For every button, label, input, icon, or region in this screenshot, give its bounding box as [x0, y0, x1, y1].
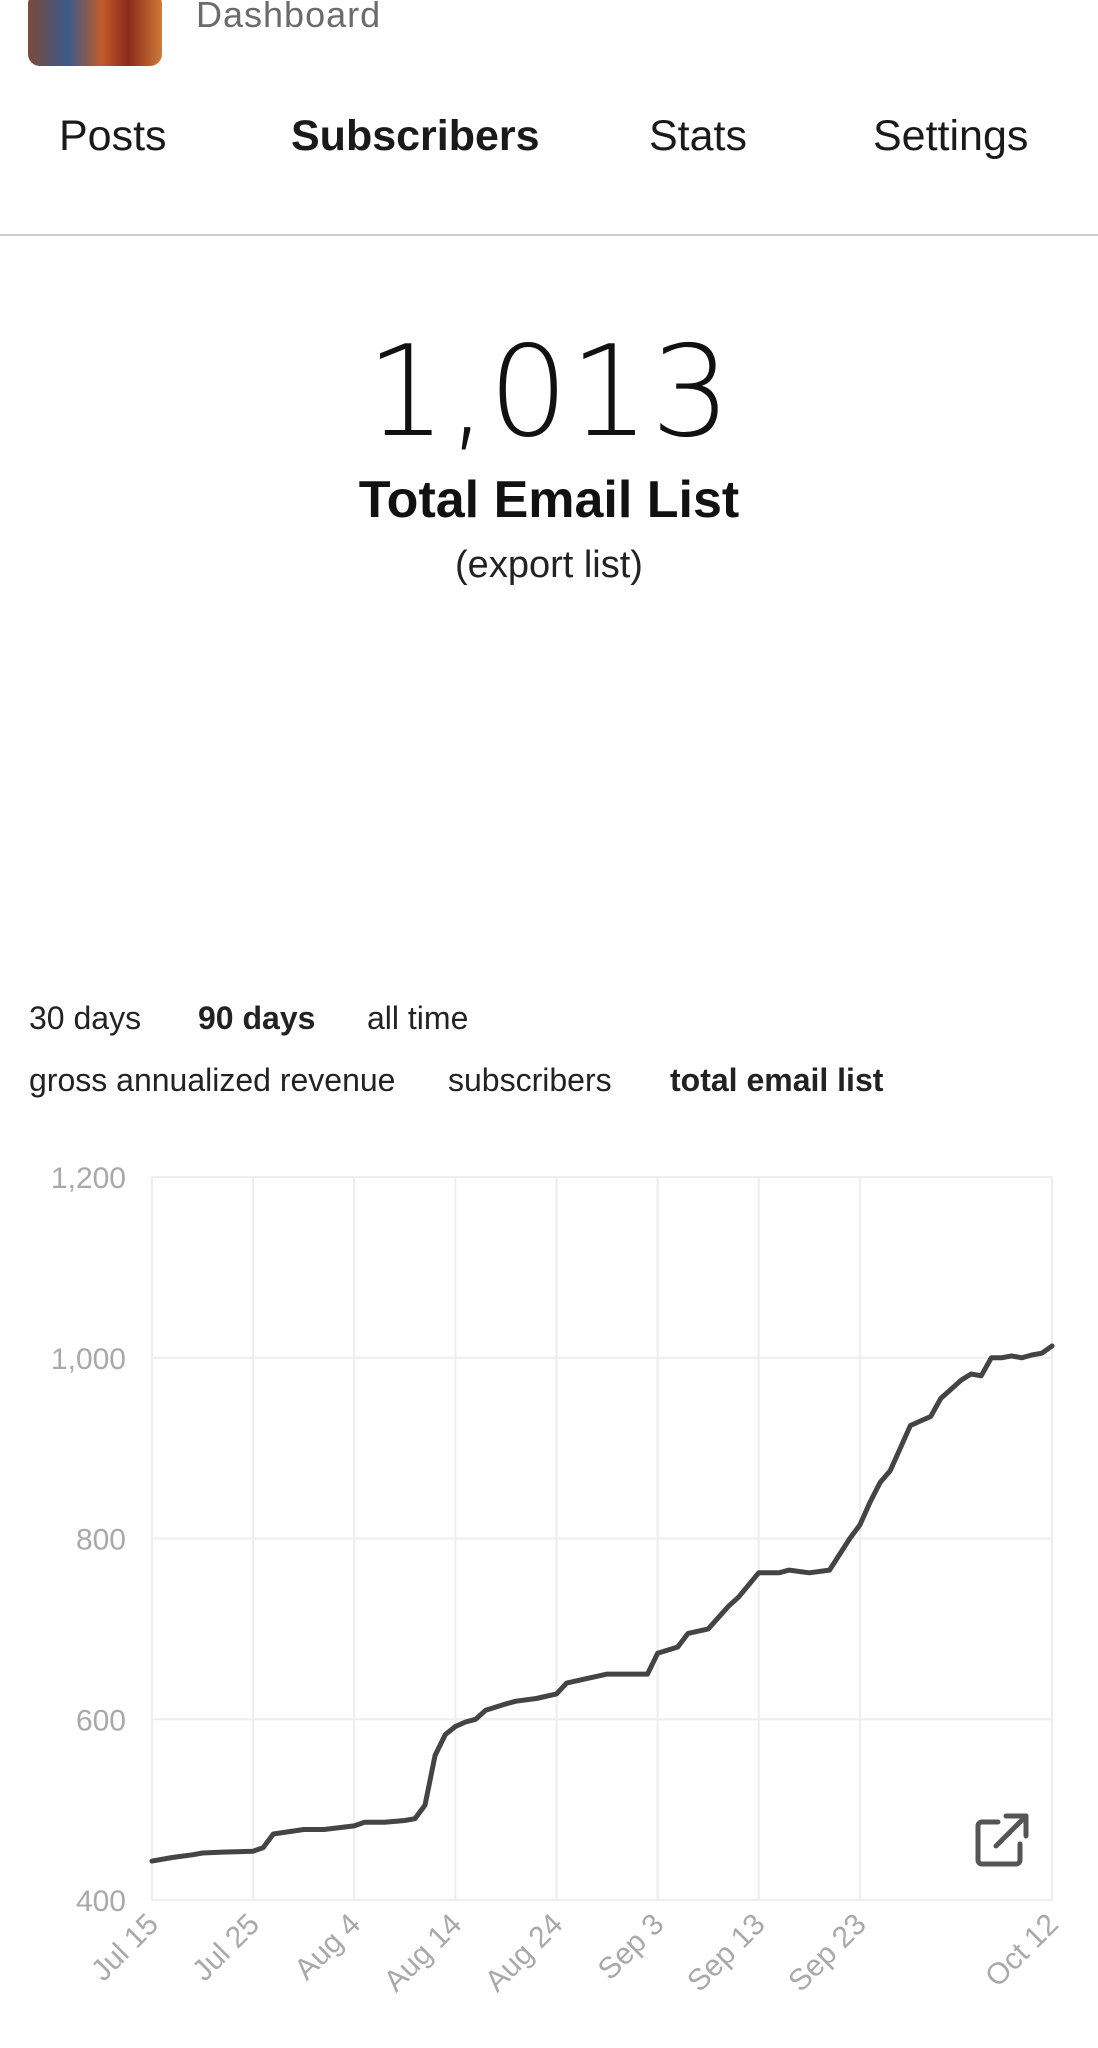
y-axis-labels: 400 600 800 1,000 1,200	[51, 1162, 126, 1918]
tab-posts[interactable]: Posts	[59, 112, 167, 160]
subscriber-count: 1,013	[366, 318, 732, 465]
x-axis-labels: Jul 15 Jul 25 Aug 4 Aug 14 Aug 24 Sep 3 Sep 13…	[85, 1908, 1065, 1999]
tab-settings[interactable]: Settings	[873, 112, 1029, 160]
filter-90-days[interactable]: 90 days	[198, 1000, 316, 1036]
dashboard-label: Dashboard	[196, 0, 382, 35]
chart-grid	[151, 1176, 1053, 1901]
filter-subscribers[interactable]: subscribers	[448, 1062, 612, 1098]
y-tick-label: 800	[76, 1524, 126, 1557]
filter-all-time[interactable]: all time	[367, 1000, 469, 1036]
x-tick-label: Jul 15	[85, 1908, 165, 1988]
tabs-divider	[0, 234, 1098, 236]
x-tick-label: Sep 13	[681, 1908, 772, 1999]
nav-tabs: Posts Subscribers Stats Settings	[0, 112, 1098, 182]
x-tick-label: Aug 14	[378, 1908, 469, 1999]
y-tick-label: 1,200	[51, 1162, 126, 1195]
x-tick-label: Aug 4	[288, 1908, 367, 1987]
series-line-total-email-list	[149, 1343, 1055, 1864]
external-link-icon[interactable]	[972, 1810, 1032, 1870]
x-tick-label: Sep 23	[782, 1908, 873, 1999]
x-tick-label: Oct 12	[979, 1908, 1065, 1994]
y-tick-label: 600	[76, 1704, 126, 1737]
x-tick-label: Sep 3	[592, 1908, 671, 1987]
publication-avatar[interactable]	[28, 0, 162, 66]
top-bar: Dashboard	[0, 0, 1098, 70]
export-list-link[interactable]: (export list)	[455, 544, 643, 586]
filter-30-days[interactable]: 30 days	[29, 1000, 142, 1036]
filter-total-email-list[interactable]: total email list	[670, 1062, 884, 1098]
tab-stats[interactable]: Stats	[649, 112, 747, 160]
x-tick-label: Jul 25	[186, 1908, 266, 1988]
x-tick-label: Aug 24	[479, 1908, 570, 1999]
count-label: Total Email List	[358, 471, 740, 529]
y-tick-label: 1,000	[51, 1343, 126, 1376]
filter-gross-annualized-revenue[interactable]: gross annualized revenue	[29, 1062, 396, 1098]
tab-subscribers[interactable]: Subscribers	[291, 112, 540, 160]
y-tick-label: 400	[76, 1885, 126, 1918]
